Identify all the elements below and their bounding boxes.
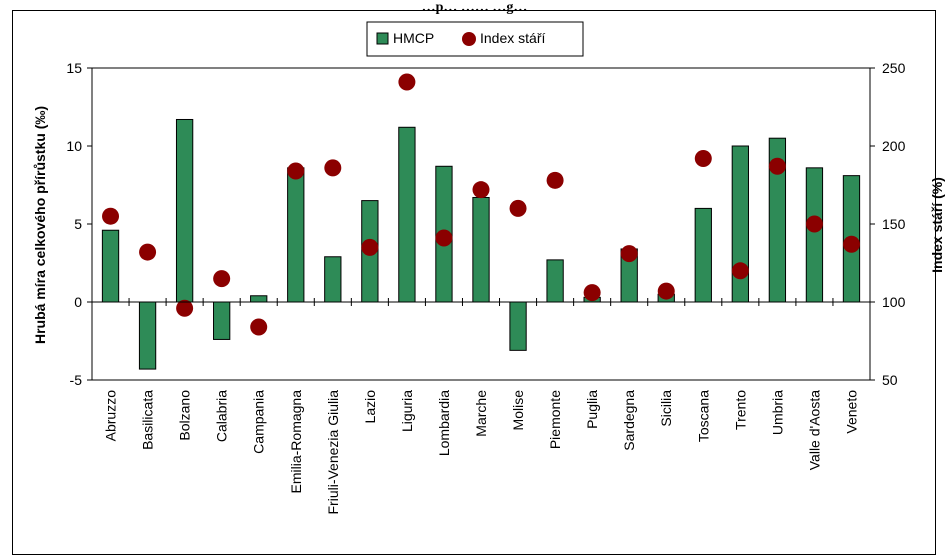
category-label: Sardegna bbox=[621, 390, 637, 451]
y2-tick-label: 200 bbox=[882, 138, 906, 154]
legend-swatch-hmcp bbox=[376, 32, 389, 45]
y-tick-label: 15 bbox=[66, 60, 82, 76]
category-label: Friuli-Venezia Giulia bbox=[325, 390, 341, 515]
y-tick-label: 0 bbox=[74, 294, 82, 310]
dot-index-stari bbox=[620, 245, 638, 263]
dot-index-stari bbox=[805, 215, 823, 233]
legend-label-index-stari: Index stáří bbox=[480, 30, 545, 46]
bar-hmcp bbox=[694, 207, 712, 303]
dot-index-stari bbox=[694, 149, 712, 167]
dot-index-stari bbox=[176, 299, 194, 317]
dot-index-stari bbox=[361, 238, 379, 256]
category-label: Piemonte bbox=[547, 390, 563, 449]
category-label: Valle d'Aosta bbox=[806, 390, 822, 470]
legend: HMCP Index stáří bbox=[366, 21, 584, 57]
category-label: Puglia bbox=[584, 390, 600, 429]
dot-index-stari bbox=[509, 199, 527, 217]
bar-hmcp bbox=[287, 167, 305, 303]
dot-index-stari bbox=[842, 235, 860, 253]
bar-hmcp bbox=[546, 259, 564, 303]
dot-index-stari bbox=[287, 162, 305, 180]
category-label: Liguria bbox=[399, 390, 415, 432]
y-tick-label: 10 bbox=[66, 138, 82, 154]
bar-hmcp bbox=[398, 126, 416, 303]
dot-index-stari bbox=[139, 243, 157, 261]
bar-hmcp bbox=[324, 256, 342, 303]
bar-hmcp bbox=[213, 301, 231, 340]
y2-axis-title: Index stáří (%) bbox=[929, 177, 945, 273]
dot-index-stari bbox=[213, 270, 231, 288]
legend-swatch-index-stari bbox=[462, 32, 476, 46]
dot-index-stari bbox=[472, 181, 490, 199]
y2-tick-label: 100 bbox=[882, 294, 906, 310]
category-label: Lombardia bbox=[436, 390, 452, 456]
y2-tick-label: 150 bbox=[882, 216, 906, 232]
y2-tick-label: 50 bbox=[882, 372, 898, 388]
category-label: Abruzzo bbox=[103, 390, 119, 442]
bar-hmcp bbox=[138, 301, 157, 370]
dot-index-stari bbox=[546, 171, 564, 189]
y-axis-title: Hrubá míra celkového přírůstku (‰) bbox=[32, 106, 48, 344]
y2-tick-label: 250 bbox=[882, 60, 906, 76]
y-tick-label: -5 bbox=[70, 372, 83, 388]
dot-index-stari bbox=[731, 262, 749, 280]
y-tick-label: 5 bbox=[74, 216, 82, 232]
dot-index-stari bbox=[398, 73, 416, 91]
category-label: Campania bbox=[251, 390, 267, 454]
bar-hmcp bbox=[509, 301, 527, 351]
category-label: Calabria bbox=[214, 390, 230, 442]
category-label: Lazio bbox=[362, 390, 378, 424]
bar-hmcp bbox=[805, 167, 824, 303]
category-label: Toscana bbox=[695, 390, 711, 442]
bar-hmcp bbox=[101, 229, 120, 303]
bar-hmcp bbox=[175, 118, 194, 303]
category-label: Trento bbox=[732, 390, 748, 430]
category-label: Veneto bbox=[843, 390, 859, 434]
dot-index-stari bbox=[250, 318, 268, 336]
bar-hmcp bbox=[250, 295, 268, 303]
category-label: Molise bbox=[510, 390, 526, 431]
dot-index-stari bbox=[657, 282, 675, 300]
dot-index-stari bbox=[583, 284, 601, 302]
legend-label-hmcp: HMCP bbox=[393, 30, 434, 46]
dot-index-stari bbox=[102, 207, 120, 225]
category-label: Emilia-Romagna bbox=[288, 390, 304, 494]
chart-title: …p… …… …g… bbox=[421, 0, 528, 15]
dot-index-stari bbox=[435, 229, 453, 247]
dot-index-stari bbox=[768, 157, 786, 175]
category-label: Basilicata bbox=[140, 390, 156, 450]
category-label: Umbria bbox=[769, 390, 785, 435]
category-label: Marche bbox=[473, 390, 489, 437]
category-label: Bolzano bbox=[177, 390, 193, 441]
bar-hmcp bbox=[472, 196, 490, 303]
category-label: Sicilia bbox=[658, 390, 674, 427]
dot-index-stari bbox=[324, 159, 342, 177]
